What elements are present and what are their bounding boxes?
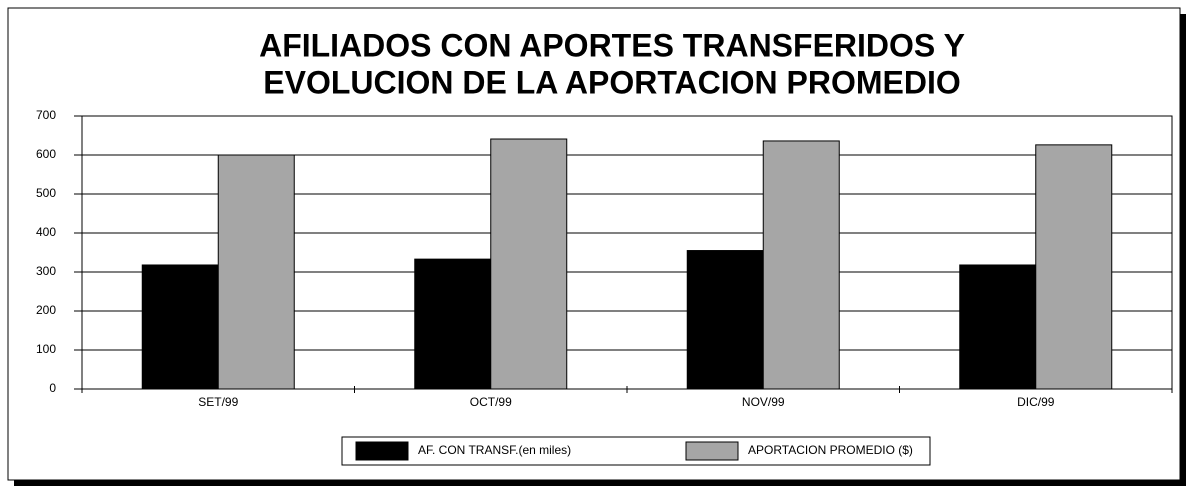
bar [762, 140, 840, 390]
y-tick-label: 700 [36, 108, 56, 122]
x-tick-label: DIC/99 [1017, 395, 1055, 409]
y-tick-label: 500 [36, 186, 56, 200]
y-tick-label: 200 [36, 303, 56, 317]
y-tick-label: 0 [49, 381, 56, 395]
y-tick-label: 600 [36, 147, 56, 161]
chart-title: EVOLUCION DE LA APORTACION PROMEDIO [263, 64, 961, 100]
legend-label: APORTACION PROMEDIO ($) [748, 443, 913, 457]
y-tick-label: 400 [36, 225, 56, 239]
bar [217, 154, 295, 390]
bar [141, 264, 219, 390]
x-tick-label: NOV/99 [742, 395, 785, 409]
y-tick-label: 300 [36, 264, 56, 278]
legend [341, 436, 931, 466]
bar [414, 258, 492, 390]
x-tick-label: SET/99 [198, 395, 238, 409]
x-tick-label: OCT/99 [470, 395, 512, 409]
bar [490, 138, 568, 390]
legend-label: AF. CON TRANSF.(en miles) [418, 443, 571, 457]
bar [686, 250, 764, 390]
legend-swatch [685, 441, 739, 461]
chart-title: AFILIADOS CON APORTES TRANSFERIDOS Y [259, 27, 965, 63]
bar [959, 264, 1037, 390]
bar [1035, 144, 1113, 390]
y-tick-label: 100 [36, 342, 56, 356]
legend-swatch [355, 441, 409, 461]
